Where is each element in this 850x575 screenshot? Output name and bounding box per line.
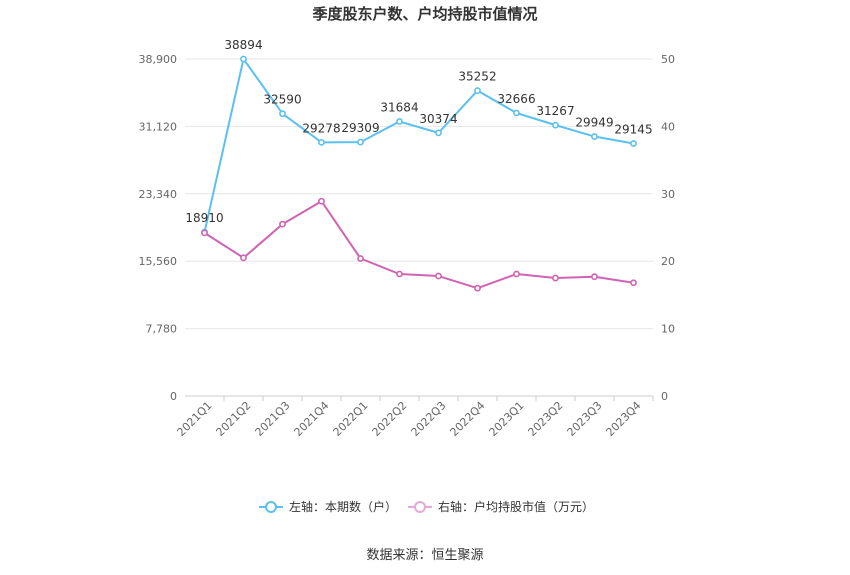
data-point-right xyxy=(591,273,598,281)
data-point-left xyxy=(552,121,559,129)
data-point-left xyxy=(474,87,481,95)
x-axis: 2021Q12021Q22021Q32021Q42022Q12022Q22022… xyxy=(175,396,654,439)
data-label: 29949 xyxy=(575,116,613,130)
data-point-left xyxy=(591,133,598,140)
x-tick-label: 2021Q1 xyxy=(175,399,215,439)
x-tick-label: 2023Q1 xyxy=(487,399,527,439)
data-point-right xyxy=(279,220,286,228)
y-right-tick-label: 50 xyxy=(661,53,675,66)
data-label: 31267 xyxy=(536,104,574,118)
legend-marker-right xyxy=(414,501,426,513)
data-label: 31684 xyxy=(380,101,418,115)
x-tick-label: 2022Q1 xyxy=(331,399,371,439)
source-note: 数据来源：恒生聚源 xyxy=(366,548,483,563)
x-tick-label: 2022Q3 xyxy=(409,399,449,439)
series-line-right xyxy=(203,200,634,290)
y-left-tick-label: 7,780 xyxy=(146,323,178,336)
y-left-tick-label: 15,560 xyxy=(139,255,178,268)
series-line-left xyxy=(203,58,634,233)
data-label: 35252 xyxy=(458,70,496,84)
legend[interactable]: 左轴：本期数（户） 右轴：户均持股市值（万元） xyxy=(259,499,594,514)
data-point-right xyxy=(318,197,325,205)
data-point-right xyxy=(474,284,481,292)
legend-item-left[interactable]: 左轴：本期数（户） xyxy=(259,499,397,514)
x-tick-label: 2023Q2 xyxy=(526,399,566,439)
x-tick-label: 2021Q2 xyxy=(214,399,254,439)
data-point-right xyxy=(357,255,364,262)
data-point-left xyxy=(513,109,520,117)
data-point-right xyxy=(513,270,520,278)
y-right-tick-label: 30 xyxy=(661,188,675,201)
legend-marker-left xyxy=(265,501,277,513)
data-point-left xyxy=(630,140,637,147)
data-point-left xyxy=(318,138,325,146)
y-right-tick-label: 10 xyxy=(661,323,675,336)
y-left-tick-label: 38,900 xyxy=(139,53,178,66)
data-point-left xyxy=(357,138,364,146)
x-tick-label: 2023Q3 xyxy=(565,399,605,439)
data-point-right xyxy=(435,272,442,280)
data-point-right xyxy=(552,274,559,282)
data-point-left xyxy=(396,118,403,125)
x-tick-label: 2021Q3 xyxy=(253,399,293,439)
chart-title: 季度股东户数、户均持股市值情况 xyxy=(312,5,537,23)
legend-label-right: 右轴：户均持股市值（万元） xyxy=(438,499,594,514)
data-point-right xyxy=(240,254,247,262)
x-tick-label: 2022Q2 xyxy=(370,399,410,439)
data-label: 38894 xyxy=(224,38,262,52)
data-label: 29278 xyxy=(302,121,340,135)
data-label: 30374 xyxy=(419,112,457,126)
y-right-tick-label: 40 xyxy=(661,120,675,133)
data-point-right xyxy=(630,279,637,287)
grid xyxy=(185,58,653,397)
data-label: 29145 xyxy=(614,123,652,137)
data-label: 29309 xyxy=(341,121,379,135)
y-right-tick-label: 0 xyxy=(661,390,668,403)
data-point-left xyxy=(435,129,442,137)
data-point-left xyxy=(240,55,247,63)
data-point-right xyxy=(201,229,208,237)
data-label: 32666 xyxy=(497,92,535,106)
x-tick-label: 2023Q4 xyxy=(604,399,644,439)
x-tick-label: 2021Q4 xyxy=(292,399,332,439)
legend-item-right[interactable]: 右轴：户均持股市值（万元） xyxy=(408,499,594,514)
data-label: 32590 xyxy=(263,93,301,107)
y-left-tick-label: 0 xyxy=(170,390,177,403)
y-left-tick-label: 23,340 xyxy=(139,188,178,201)
x-tick-label: 2022Q4 xyxy=(448,399,488,439)
data-point-right xyxy=(396,270,403,278)
data-label: 18910 xyxy=(185,211,223,225)
y-left-tick-label: 31,120 xyxy=(139,120,178,133)
data-point-left xyxy=(279,110,286,118)
legend-label-left: 左轴：本期数（户） xyxy=(289,499,397,514)
y-axis-right: 0 10 20 30 40 50 xyxy=(661,53,675,403)
y-axis-left: 0 7,780 15,560 23,340 31,120 38,900 xyxy=(139,53,178,403)
y-right-tick-label: 20 xyxy=(661,255,675,268)
